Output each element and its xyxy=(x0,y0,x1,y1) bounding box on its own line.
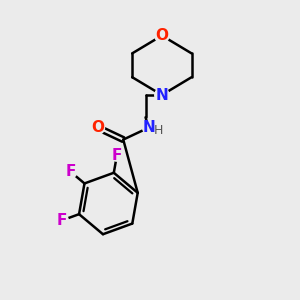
Circle shape xyxy=(92,121,104,134)
Circle shape xyxy=(155,88,169,102)
Text: F: F xyxy=(112,148,122,163)
Circle shape xyxy=(111,149,123,161)
Text: O: O xyxy=(155,28,168,43)
Text: H: H xyxy=(153,124,163,136)
Text: O: O xyxy=(92,120,104,135)
Text: F: F xyxy=(66,164,76,179)
Text: F: F xyxy=(57,213,68,228)
Text: N: N xyxy=(142,120,155,135)
Circle shape xyxy=(142,122,154,134)
Text: N: N xyxy=(155,88,168,103)
Circle shape xyxy=(155,28,169,43)
Circle shape xyxy=(56,214,68,226)
Circle shape xyxy=(65,166,77,178)
